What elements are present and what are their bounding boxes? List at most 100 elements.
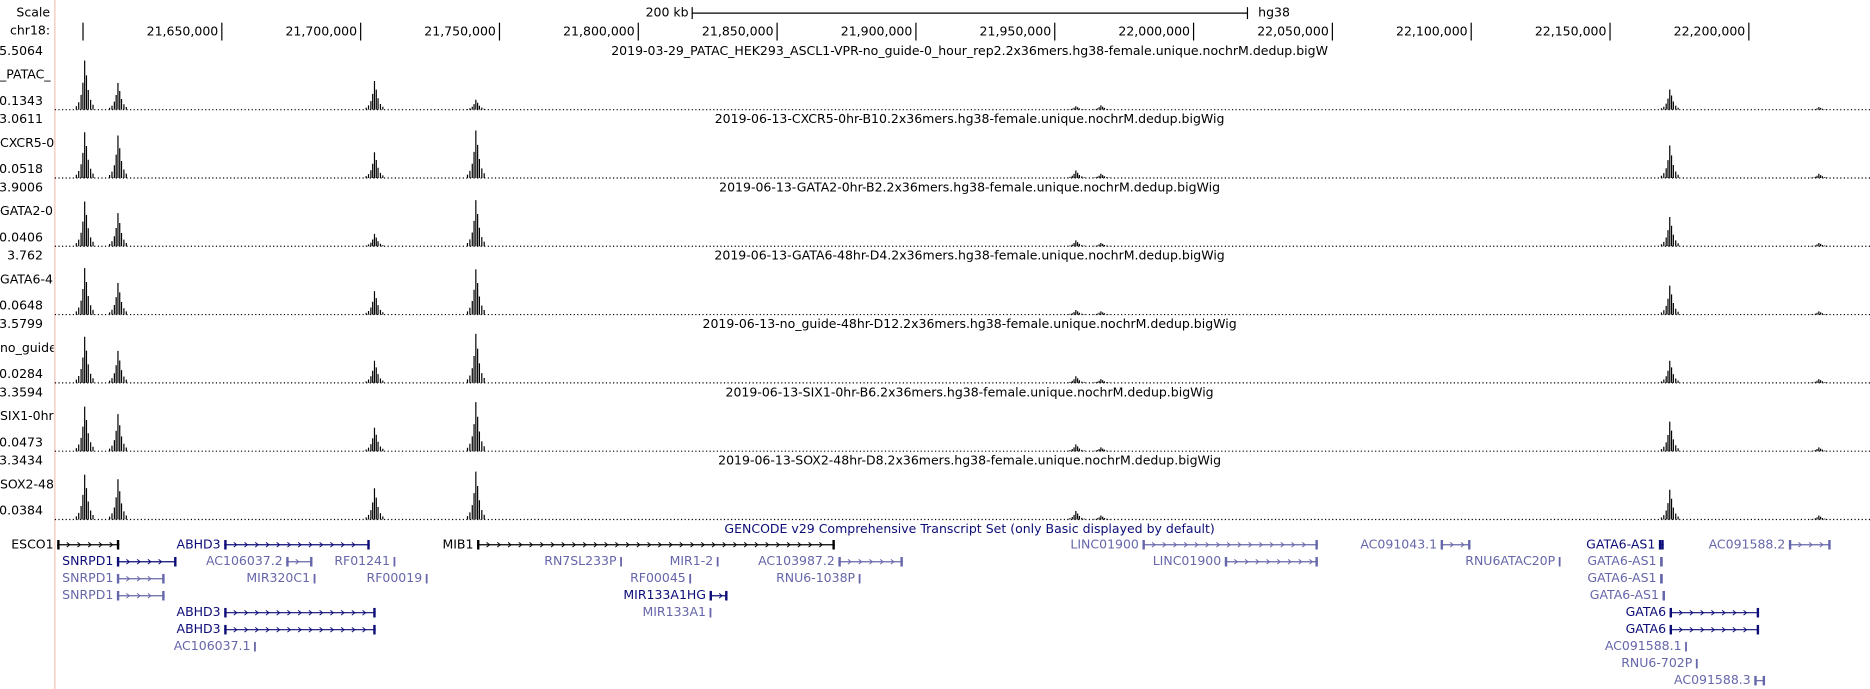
strand-arrow — [276, 626, 281, 633]
strand-arrow — [1226, 542, 1231, 548]
signal-peak — [466, 130, 485, 178]
ruler-tick-label: 22,050,000 — [1257, 24, 1329, 39]
ruler-tick-label: 21,700,000 — [285, 24, 357, 39]
gene-label: MIR133A1 — [642, 604, 706, 619]
gene-exon — [367, 539, 370, 550]
track-min-label: 0.1343 — [0, 93, 43, 108]
signal-track: 2019-06-13-CXCR5-0hr-B10.2x36mers.hg38-f… — [0, 111, 1870, 179]
strand-arrow — [308, 542, 313, 548]
gene: RNU6ATAC20P — [1465, 553, 1561, 568]
strand-arrow — [733, 542, 738, 548]
track-title: 2019-06-13-no_guide-48hr-D12.2x36mers.hg… — [702, 316, 1236, 331]
strand-arrow — [244, 626, 249, 633]
signal-peak — [1091, 311, 1110, 315]
track-min-label: 0.0284 — [0, 366, 43, 381]
strand-arrow — [1689, 626, 1694, 633]
strand-arrow — [233, 626, 238, 633]
ruler-tick-label: 22,000,000 — [1118, 24, 1190, 39]
signal-peak — [1809, 311, 1828, 315]
strand-arrow — [126, 558, 131, 565]
gene-feature — [620, 556, 622, 567]
gene-label: MIB1 — [442, 536, 473, 551]
signal-peak — [1660, 360, 1679, 383]
track-short-label: _PATAC_ — [0, 67, 51, 82]
gene-label: MIR1-2 — [670, 553, 714, 568]
strand-arrow — [561, 542, 566, 548]
ruler-tick-label: 22,200,000 — [1674, 24, 1746, 39]
signal-peak — [365, 427, 384, 452]
gene-label: MIR320C1 — [246, 570, 310, 585]
strand-arrow — [330, 609, 335, 616]
gene-exon — [838, 556, 841, 567]
gene-exon — [1315, 556, 1318, 567]
strand-arrow — [1449, 542, 1454, 548]
gene-exon — [162, 590, 165, 601]
signal-peak — [75, 474, 94, 520]
track-title: 2019-06-13-GATA6-48hr-D4.2x36mers.hg38-f… — [714, 248, 1224, 263]
gene-exon — [174, 556, 177, 567]
strand-arrow — [1255, 558, 1260, 565]
strand-arrow — [786, 542, 791, 548]
signal-peak — [1809, 515, 1828, 520]
signal-peak — [109, 350, 127, 383]
signal-peak — [75, 268, 94, 315]
strand-arrow — [765, 542, 770, 548]
gene-feature — [1660, 573, 1663, 584]
signal-track: 2019-06-13-SIX1-0hr-B6.2x36mers.hg38-fem… — [0, 384, 1870, 452]
strand-arrow — [265, 609, 270, 616]
gene: RNU6-1038P — [776, 570, 861, 585]
gene: LINC01900 — [1153, 553, 1318, 568]
gene-label: SNRPD1 — [62, 570, 113, 585]
gene-label: LINC01900 — [1070, 536, 1139, 551]
gene-label: RNU6ATAC20P — [1465, 553, 1555, 568]
ruler-tick-label: 22,100,000 — [1396, 24, 1468, 39]
track-min-label: 0.0473 — [0, 434, 43, 449]
signal-peak — [1066, 376, 1085, 383]
gene-label: AC106037.2 — [206, 553, 283, 568]
gene-exon — [1315, 539, 1318, 550]
strand-arrow — [1700, 609, 1705, 616]
gene-label: AC106037.1 — [174, 638, 251, 653]
signal-track: 2019-06-13-no_guide-48hr-D12.2x36mers.hg… — [0, 316, 1870, 384]
strand-arrow — [1721, 609, 1726, 616]
strand-arrow — [593, 542, 598, 548]
track-short-label: GATA2-0 — [0, 203, 53, 218]
strand-arrow — [668, 542, 673, 548]
strand-arrow — [287, 542, 292, 548]
signal-peak — [365, 81, 384, 110]
track-title: 2019-06-13-CXCR5-0hr-B10.2x36mers.hg38-f… — [715, 111, 1225, 126]
gene-label: SNRPD1 — [62, 587, 113, 602]
strand-arrow — [1743, 609, 1748, 616]
strand-arrow — [351, 542, 356, 548]
signal-peak — [1066, 511, 1085, 520]
strand-arrow — [287, 609, 292, 616]
strand-arrow — [847, 558, 852, 565]
strand-arrow — [808, 542, 813, 548]
gene-exon — [224, 539, 227, 550]
signal-peak — [466, 402, 485, 452]
strand-arrow — [776, 542, 781, 548]
track-max-label: 5.5064 — [0, 43, 43, 58]
track-max-label: 3.762 — [7, 248, 43, 263]
strand-arrow — [1248, 542, 1253, 548]
signal-tracks: 2019-03-29_PATAC_HEK293_ASCL1-VPR-no_gui… — [0, 43, 1870, 521]
strand-arrow — [319, 542, 324, 548]
strand-arrow — [340, 626, 345, 633]
strand-arrow — [147, 592, 152, 599]
signal-peak — [109, 82, 127, 110]
gene-label: GATA6-AS1 — [1587, 553, 1656, 568]
gene-feature — [858, 573, 861, 584]
track-title: 2019-03-29_PATAC_HEK293_ASCL1-VPR-no_gui… — [611, 43, 1328, 58]
signal-peak — [1091, 447, 1110, 452]
strand-arrow — [126, 592, 131, 599]
strand-arrow — [87, 542, 92, 548]
gene-label: GATA6 — [1626, 621, 1666, 636]
strand-arrow — [529, 542, 534, 548]
signal-peak — [466, 200, 485, 247]
gene-exon — [1756, 607, 1760, 618]
gene-exon — [1756, 624, 1760, 635]
strand-arrow — [1808, 542, 1813, 548]
gene-feature — [716, 556, 719, 567]
gene-label: RF00045 — [630, 570, 686, 585]
strand-arrow — [1205, 542, 1210, 548]
